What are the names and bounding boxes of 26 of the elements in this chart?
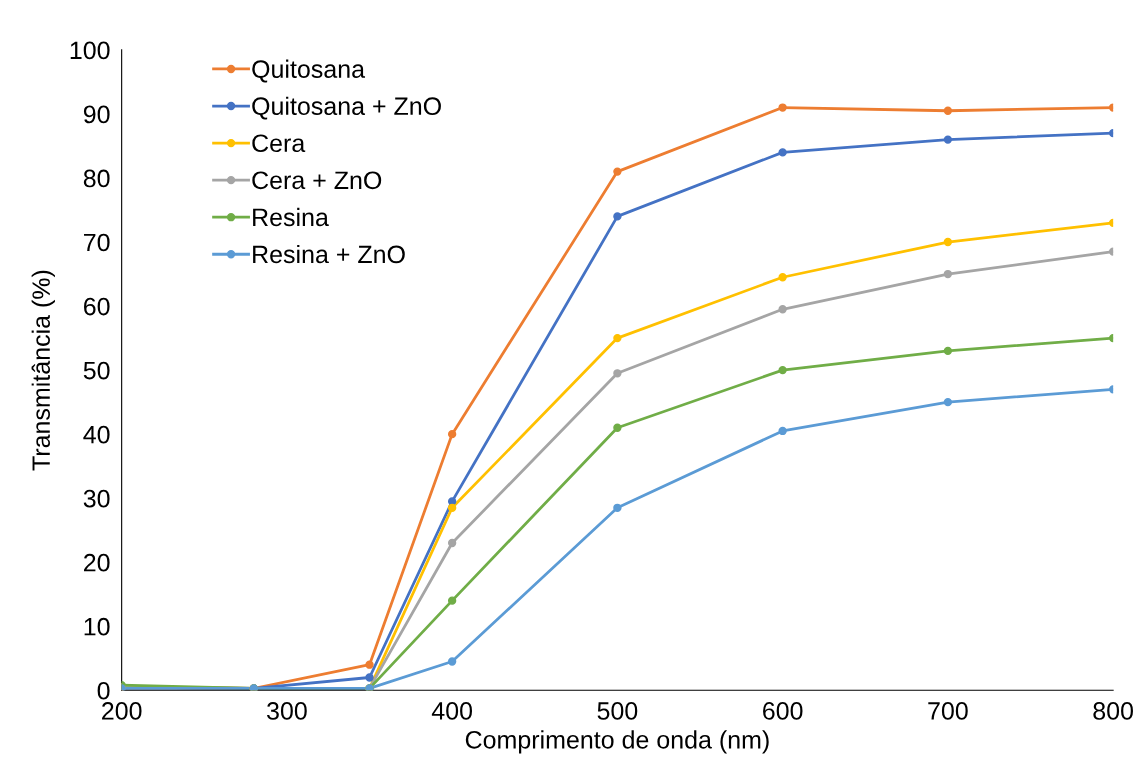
y-tick-label: 90 — [83, 105, 110, 124]
legend-label: Resina — [253, 207, 329, 227]
x-tick-label: 400 — [431, 702, 473, 720]
x-axis-title: Comprimento de onda (nm) — [465, 730, 769, 754]
y-tick-label: 40 — [83, 425, 110, 444]
y-tick-label: 50 — [83, 361, 110, 380]
x-tick-label: 600 — [763, 702, 803, 720]
legend-label: Quitosana — [252, 59, 366, 83]
y-tick-label: 0 — [97, 681, 110, 700]
y-tick-label: 80 — [83, 169, 110, 188]
x-tick-label: 200 — [102, 702, 142, 720]
y-tick-label: 10 — [84, 617, 110, 636]
y-axis-title: Transmitância (%) — [31, 270, 55, 471]
y-tick-label: 70 — [84, 233, 110, 252]
y-tick-label: 20 — [84, 553, 110, 572]
y-tick-label: 100 — [70, 41, 110, 60]
x-tick-label: 800 — [1093, 702, 1133, 720]
legend-label: Cera + ZnO — [252, 171, 382, 190]
legend-label: Resina + ZnO — [253, 244, 405, 264]
y-tick-label: 60 — [84, 297, 110, 316]
y-tick-label: 30 — [83, 489, 110, 508]
x-tick-label: 500 — [597, 702, 638, 720]
legend-label: Quitosana + ZnO — [252, 96, 441, 120]
x-tick-label: 300 — [267, 702, 307, 720]
legend-label: Cera — [252, 134, 306, 153]
x-tick-label: 700 — [928, 702, 968, 720]
